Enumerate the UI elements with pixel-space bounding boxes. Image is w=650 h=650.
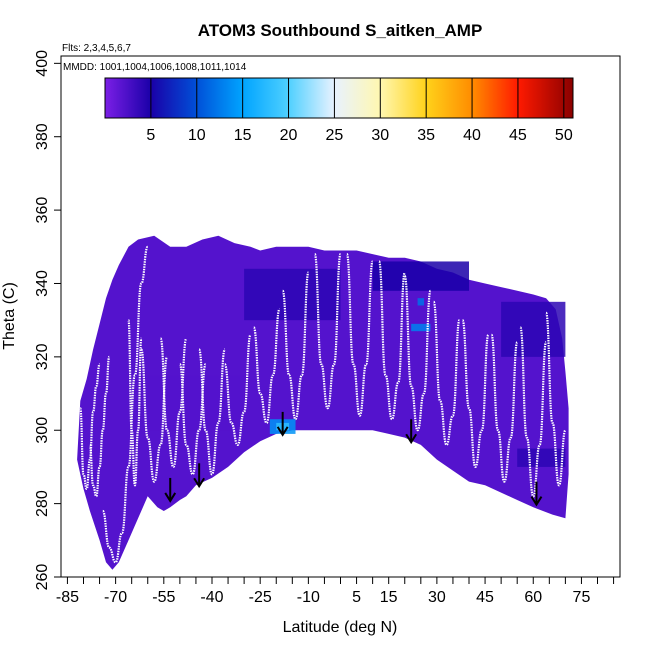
y-axis-label: Theta (C) [1, 282, 18, 350]
flight-profile-trace [79, 363, 101, 491]
flight-profiles [79, 245, 567, 564]
flight-profile-trace [403, 275, 432, 432]
flight-profile-trace [313, 253, 342, 410]
colorbar-tick-label: 15 [234, 127, 252, 144]
x-tick-label: -85 [56, 589, 79, 606]
tropopause-arrow [164, 477, 177, 503]
y-tick-label: 340 [34, 270, 51, 297]
x-tick-label: -40 [200, 589, 223, 606]
tropopause-arrows [164, 411, 543, 507]
x-tick-label: 5 [352, 589, 361, 606]
colorbar-tick-label: 40 [463, 127, 481, 144]
x-axis-label: Latitude (deg N) [283, 619, 398, 636]
colorbar-tick-label: 50 [555, 127, 573, 144]
flight-profile-trace [519, 326, 548, 498]
y-tick-label: 400 [34, 50, 51, 77]
heatmap-cell [372, 261, 470, 291]
tropopause-arrow [276, 411, 289, 437]
x-tick-label: 45 [476, 589, 494, 606]
y-axis: 260 280 300 320 340 360 380 400 [34, 50, 61, 590]
heatmap-cell [417, 298, 425, 306]
chart-title: ATOM3 Southbound S_aitken_AMP [198, 21, 483, 40]
flight-profile-trace [127, 319, 143, 487]
y-tick-label: 320 [34, 343, 51, 370]
flight-profile-trace [545, 311, 567, 487]
x-tick-label: -10 [297, 589, 320, 606]
x-tick-label: 60 [524, 589, 542, 606]
flight-profile-trace [378, 260, 406, 421]
flight-profile-trace [461, 319, 490, 469]
x-axis: -85 -70 -55 -40 -25 -10 5 15 30 45 60 75 [56, 577, 615, 606]
x-tick-label: 15 [380, 589, 398, 606]
flight-profile-trace [345, 253, 374, 417]
y-tick-label: 260 [34, 564, 51, 591]
flight-profile-trace [101, 245, 149, 564]
dates-annotation: MMDD: 1001,1004,1006,1008,1011,1014 [63, 62, 247, 73]
flight-profile-trace [281, 271, 310, 421]
y-tick-label: 300 [34, 417, 51, 444]
plot-area [77, 235, 569, 570]
colorbar-tick-label: 10 [188, 127, 206, 144]
flight-profile-trace [223, 333, 252, 447]
x-tick-label: 30 [428, 589, 446, 606]
y-tick-label: 380 [34, 123, 51, 150]
flights-annotation: Flts: 2,3,4,5,6,7 [62, 43, 131, 54]
x-tick-label: 75 [573, 589, 591, 606]
heatmap-cell [517, 448, 566, 467]
x-tick-label: -25 [249, 589, 272, 606]
x-tick-label: -70 [104, 589, 127, 606]
colorbar-tick-label: 5 [146, 127, 155, 144]
flight-profile-trace [198, 348, 226, 476]
flight-profile-trace [490, 333, 519, 483]
colorbar-ticks: 5 10 15 20 25 30 35 40 45 50 [146, 78, 573, 144]
heatmap-cell [244, 268, 341, 321]
tropopause-arrow [530, 481, 543, 507]
flight-profile-trace [432, 300, 461, 447]
tropopause-arrow [405, 419, 418, 445]
colorbar: 5 10 15 20 25 30 35 40 45 50 [104, 77, 574, 144]
flight-profile-trace [140, 348, 169, 483]
heatmap-field [77, 235, 569, 570]
heatmap-domain [77, 235, 569, 570]
y-tick-label: 360 [34, 197, 51, 224]
y-tick-label: 280 [34, 490, 51, 517]
colorbar-tick-label: 30 [371, 127, 389, 144]
colorbar-tick-label: 35 [417, 127, 435, 144]
flight-profile-trace [252, 308, 281, 425]
heatmap-cell [501, 301, 566, 357]
colorbar-tick-label: 45 [509, 127, 527, 144]
colorbar-tick-label: 20 [280, 127, 298, 144]
flight-profile-trace [178, 363, 207, 476]
flight-profile-trace [88, 355, 111, 498]
colorbar-gradient [104, 77, 574, 119]
x-tick-label: -55 [152, 589, 175, 606]
colorbar-tick-label: 25 [326, 127, 344, 144]
heatmap-cell [411, 323, 431, 332]
tropopause-arrow [193, 463, 205, 489]
